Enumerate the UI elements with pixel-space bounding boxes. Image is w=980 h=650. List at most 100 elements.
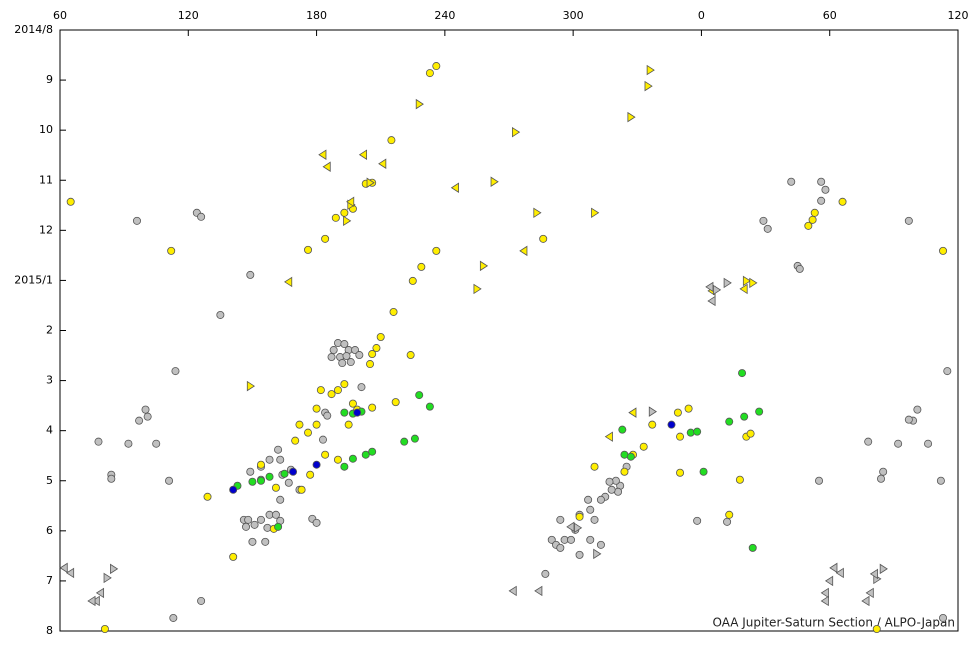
data-point bbox=[271, 483, 280, 492]
data-point bbox=[246, 380, 256, 392]
data-point bbox=[276, 455, 285, 464]
data-point bbox=[284, 276, 293, 288]
data-point bbox=[749, 277, 758, 289]
data-point bbox=[165, 476, 174, 485]
data-point bbox=[124, 439, 133, 448]
data-point bbox=[432, 246, 441, 255]
data-point bbox=[735, 475, 744, 484]
data-point bbox=[263, 523, 272, 532]
data-point bbox=[742, 275, 752, 287]
data-point bbox=[312, 404, 321, 413]
data-point bbox=[604, 431, 613, 442]
data-point bbox=[391, 398, 400, 407]
data-point bbox=[295, 420, 304, 429]
data-point bbox=[346, 358, 355, 367]
data-point bbox=[333, 386, 342, 395]
data-point bbox=[87, 595, 96, 607]
x-tick-label: 60 bbox=[53, 9, 67, 22]
data-point bbox=[95, 587, 105, 599]
data-point bbox=[318, 435, 327, 444]
data-point bbox=[250, 520, 259, 529]
data-point bbox=[358, 149, 368, 160]
data-point bbox=[755, 407, 764, 416]
data-point bbox=[508, 585, 517, 597]
data-point bbox=[432, 62, 441, 71]
x-tick-label: 60 bbox=[823, 9, 837, 22]
data-point bbox=[821, 185, 830, 194]
data-point bbox=[534, 585, 543, 597]
data-point bbox=[894, 439, 903, 448]
data-point bbox=[321, 450, 330, 459]
data-point bbox=[417, 262, 426, 271]
data-point bbox=[539, 234, 548, 243]
data-point bbox=[913, 405, 922, 414]
data-point bbox=[877, 474, 886, 483]
data-point bbox=[739, 283, 748, 295]
data-point bbox=[644, 80, 653, 92]
data-point bbox=[648, 406, 657, 417]
data-point bbox=[723, 517, 732, 526]
data-point bbox=[872, 624, 881, 633]
data-point bbox=[169, 613, 178, 622]
data-point bbox=[740, 412, 749, 421]
data-point bbox=[415, 391, 424, 400]
y-tick-label: 12 bbox=[39, 223, 53, 236]
data-point bbox=[879, 563, 888, 575]
data-point bbox=[197, 212, 206, 221]
data-point bbox=[229, 552, 238, 561]
x-tick-label: 120 bbox=[948, 9, 969, 22]
data-point bbox=[323, 411, 332, 420]
data-point bbox=[939, 613, 948, 622]
data-point bbox=[248, 537, 257, 546]
data-point bbox=[425, 69, 434, 78]
data-point bbox=[936, 476, 945, 485]
data-point bbox=[316, 386, 325, 395]
data-point bbox=[626, 452, 635, 461]
data-point bbox=[368, 350, 377, 359]
y-tick-label: 2 bbox=[46, 324, 53, 337]
data-point bbox=[490, 176, 499, 187]
data-point bbox=[103, 572, 112, 584]
data-point bbox=[340, 340, 349, 349]
data-point bbox=[627, 111, 636, 123]
data-point bbox=[723, 277, 732, 289]
data-point bbox=[869, 568, 879, 580]
data-point bbox=[787, 177, 796, 186]
data-point bbox=[284, 478, 293, 487]
x-tick-label: 120 bbox=[178, 9, 199, 22]
data-point bbox=[242, 522, 251, 531]
data-point bbox=[593, 548, 602, 560]
data-point bbox=[567, 535, 576, 544]
data-point bbox=[408, 276, 417, 285]
data-point bbox=[167, 246, 176, 255]
data-point bbox=[265, 455, 274, 464]
data-point bbox=[274, 522, 283, 531]
y-tick-label: 4 bbox=[46, 424, 53, 437]
data-point bbox=[132, 216, 141, 225]
data-point bbox=[904, 216, 913, 225]
data-point bbox=[815, 476, 824, 485]
data-point bbox=[584, 495, 593, 504]
credit: OAA Jupiter-Saturn Section / ALPO-Japan bbox=[712, 616, 955, 630]
data-point bbox=[256, 515, 265, 524]
data-point bbox=[686, 428, 695, 437]
data-point bbox=[346, 196, 355, 208]
data-point bbox=[280, 469, 289, 478]
data-point bbox=[810, 208, 819, 217]
data-point bbox=[556, 515, 565, 524]
data-point bbox=[586, 505, 595, 514]
y-tick-label: 2014/8 bbox=[14, 23, 53, 36]
data-point bbox=[372, 344, 381, 353]
data-point bbox=[639, 442, 648, 451]
data-point bbox=[824, 575, 834, 587]
data-point bbox=[340, 408, 349, 417]
data-point bbox=[304, 428, 313, 437]
data-point bbox=[351, 346, 360, 355]
data-point bbox=[331, 213, 340, 222]
data-point bbox=[759, 216, 768, 225]
data-point bbox=[327, 390, 336, 399]
data-point bbox=[353, 408, 362, 417]
data-point bbox=[693, 427, 702, 436]
y-tick-label: 11 bbox=[39, 173, 53, 186]
